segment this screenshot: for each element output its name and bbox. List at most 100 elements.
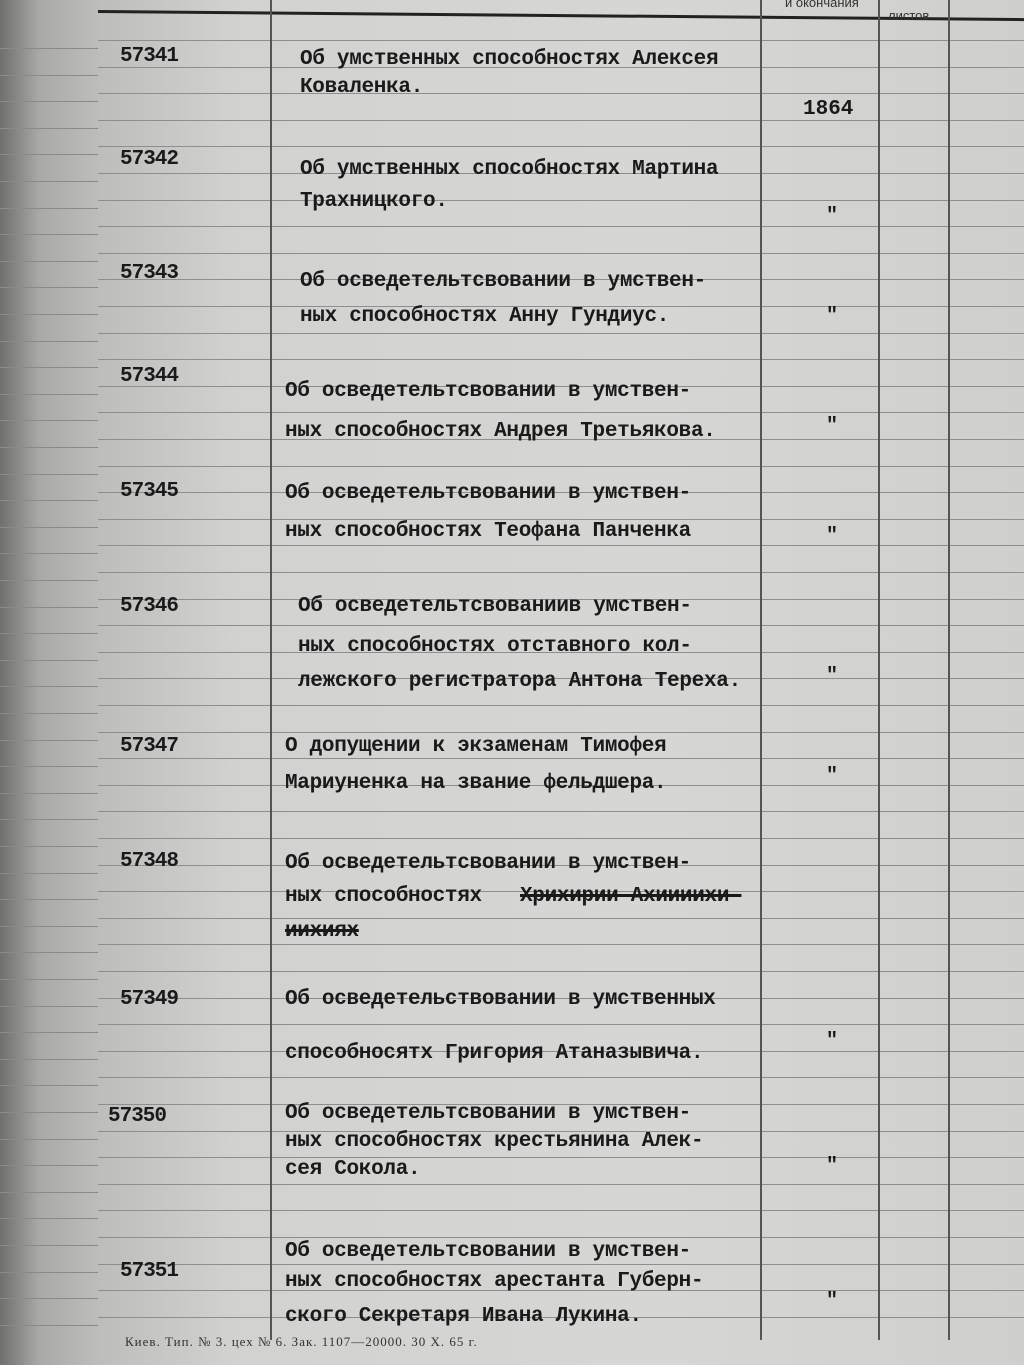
ruled-line [98,545,1024,546]
ditto-mark: " [826,1155,839,1178]
ruled-line [98,120,1024,121]
entry-text-line: способносятх Григория Атаназывича. [285,1042,704,1065]
ruled-line [0,873,98,874]
printer-imprint: Киев. Тип. № 3. цех № 6. Зак. 1107—20000… [125,1334,478,1349]
ruled-line [0,899,98,900]
column-divider [760,0,762,1340]
ditto-mark: " [826,205,839,228]
ruled-line [0,1112,98,1113]
ruled-line [0,713,98,714]
ruled-line [98,1317,1024,1318]
ruled-line [0,580,98,581]
ruled-line [0,686,98,687]
ruled-line [98,333,1024,334]
ruled-line [0,261,98,262]
ruled-line [98,200,1024,201]
ruled-line [98,226,1024,227]
ruled-line [98,466,1024,467]
ruled-line [98,1157,1024,1158]
ruled-line [0,793,98,794]
column-divider [878,0,880,1340]
ruled-line [0,979,98,980]
ruled-line [98,705,1024,706]
ruled-line [0,154,98,155]
ruled-line [0,766,98,767]
entry-text-line: ных способностях крестьянина Алек- [285,1130,704,1153]
ruled-line [0,447,98,448]
ruled-line [98,652,1024,653]
ledger-page [98,0,1024,1365]
ditto-mark: " [826,525,839,548]
ruled-line [0,1006,98,1007]
ruled-line [98,1104,1024,1105]
previous-page-edge [0,0,98,1365]
ruled-line [0,474,98,475]
entry-number: 57342 [120,148,179,171]
entry-text-line: Трахницкого. [300,190,448,213]
entry-text-line: Об осведетельтсвованиив умствен- [298,595,692,618]
entry-text-line: ных способностях [285,885,482,908]
entry-text-line: ского Секретаря Ивана Лукина. [285,1305,642,1328]
ruled-line [0,420,98,421]
entry-number: 57348 [120,850,179,873]
ruled-line [0,819,98,820]
ruled-line [98,1237,1024,1238]
ruled-line [0,1218,98,1219]
entry-number: 57350 [108,1105,167,1128]
ruled-line [98,93,1024,94]
entry-number: 57344 [120,365,179,388]
ditto-mark: " [826,305,839,328]
ruled-line [0,341,98,342]
ruled-line [98,412,1024,413]
entry-text-line: Об осведетельтсвовании в умствен- [300,270,706,293]
entry-number: 57349 [120,988,179,1011]
entry-text-line: ных способностях отставного кол- [298,635,692,658]
ruled-line [0,287,98,288]
entry-text-line: лежского регистратора Антона Тереха. [298,670,741,693]
ruled-line [0,101,98,102]
ruled-line [98,891,1024,892]
ruled-line [0,181,98,182]
ruled-line [98,1131,1024,1132]
entry-text-line: Коваленка. [300,76,424,99]
ruled-line [98,359,1024,360]
entry-text-line: Мариуненка на звание фельдшера. [285,772,667,795]
entry-text-line: ных способностях Анну Гундиус. [300,305,670,328]
ruled-line [98,1210,1024,1211]
ruled-line [0,208,98,209]
struck-text: Хрихирии Ахиииихи- [520,885,742,908]
ruled-line [0,527,98,528]
ruled-line [0,314,98,315]
ruled-line [0,1032,98,1033]
entry-text-line: Об осведетельтсвовании в умствен- [285,852,691,875]
ruled-line [0,234,98,235]
ruled-line [98,572,1024,573]
ruled-line [0,1272,98,1273]
ruled-line [0,1139,98,1140]
entry-text-line: ных способностях Теофана Панченка [285,520,691,543]
entry-text-line: О допущении к экзаменам Тимофея [285,735,667,758]
column-header-sheets: листов [888,8,930,23]
ruled-line [0,500,98,501]
ruled-line [98,146,1024,147]
ruled-line [0,952,98,953]
ruled-line [98,918,1024,919]
ruled-line [0,553,98,554]
ruled-line [98,492,1024,493]
entry-text-line: Об умственных способностях Мартина [300,158,719,181]
ruled-line [98,306,1024,307]
ruled-line [98,785,1024,786]
ruled-line [98,439,1024,440]
entry-text-line: Об осведетельтсвовании в умствен- [285,1102,691,1125]
ditto-mark: " [826,665,839,688]
ruled-line [98,838,1024,839]
ruled-line [0,367,98,368]
entry-text-line: Об осведетельтсвовании в умствен- [285,380,691,403]
ruled-line [0,846,98,847]
ruled-line [98,173,1024,174]
ruled-line [98,732,1024,733]
ditto-mark: " [826,415,839,438]
entry-number: 57346 [120,595,179,618]
ruled-line [98,386,1024,387]
ruled-line [98,1024,1024,1025]
